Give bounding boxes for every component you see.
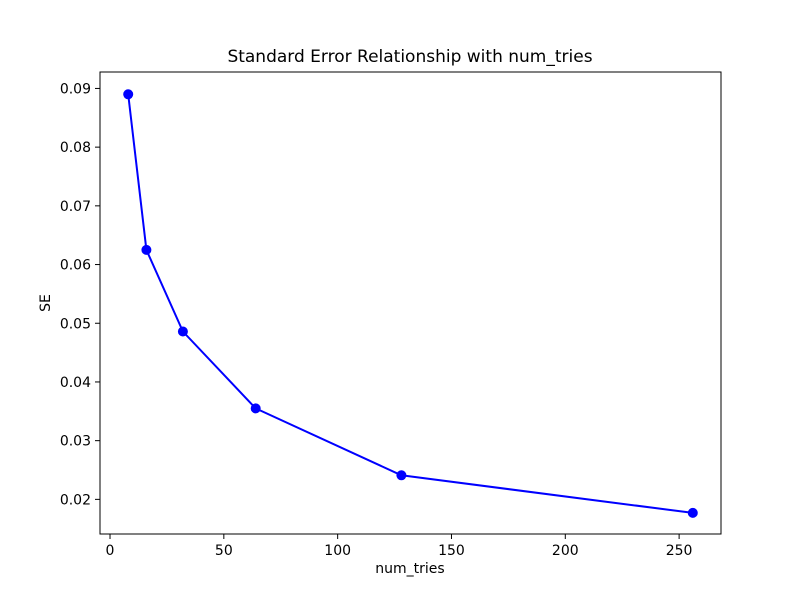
data-point-marker (250, 403, 261, 414)
y-tick-label: 0.02 (60, 492, 91, 508)
y-tick-label: 0.04 (60, 375, 91, 391)
y-tick-label: 0.08 (60, 140, 91, 156)
y-tick-label: 0.05 (60, 316, 91, 332)
y-tick-label: 0.09 (60, 81, 91, 97)
y-tick-label: 0.07 (60, 199, 91, 215)
y-tick-label: 0.03 (60, 434, 91, 450)
x-axis-label: num_tries (375, 561, 444, 577)
x-tick-label: 0 (106, 543, 115, 559)
data-point-marker (396, 470, 407, 481)
x-tick-label: 250 (666, 543, 693, 559)
y-axis-label: SE (38, 294, 54, 312)
axis-ticks: 0 50 100 150 200 250 0.02 0.03 0.04 0.05 0.06 0.07 0… (60, 81, 693, 559)
x-tick-label: 100 (324, 543, 351, 559)
data-point-marker (141, 244, 152, 255)
data-point-marker (123, 89, 134, 100)
y-tick-label: 0.06 (60, 258, 91, 274)
data-series (123, 89, 698, 518)
x-tick-label: 50 (215, 543, 233, 559)
series-line (127, 94, 693, 514)
plot-spines (99, 71, 722, 535)
x-tick-label: 150 (438, 543, 465, 559)
data-point-marker (177, 326, 188, 337)
x-tick-label: 200 (552, 543, 579, 559)
data-point-marker (687, 507, 698, 518)
chart-title: Standard Error Relationship with num_tri… (227, 47, 592, 67)
